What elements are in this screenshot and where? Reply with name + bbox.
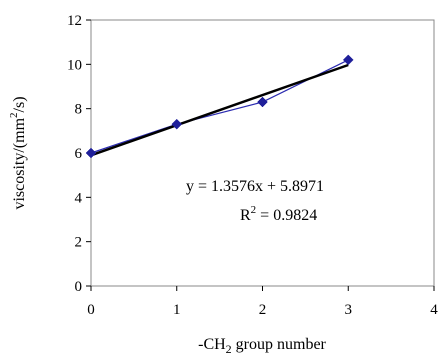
y-axis-title: viscosity/(mm2/s) [8,96,28,209]
x-tick-label: 2 [259,302,267,318]
x-tick-label: 3 [345,302,353,318]
data-point [85,147,97,159]
y-tick-label: 8 [75,102,83,118]
x-axis: 0 1 2 3 4 [87,286,438,318]
trendline-equation: y = 1.3576x + 5.8971 [186,178,324,195]
y-tick-label: 6 [75,146,83,162]
data-point [342,54,354,66]
trendline [90,63,349,157]
plot-area [90,19,435,287]
x-axis-title: -CH2 group number [198,336,326,354]
x-tick-label: 0 [87,302,95,318]
r-squared-label: R2 = 0.9824 [240,204,317,224]
x-tick-label: 4 [430,302,438,318]
data-point [257,96,268,108]
y-tick-label: 10 [67,57,82,73]
y-tick-label: 0 [75,279,83,295]
y-axis: 0 2 4 6 8 10 12 [67,13,91,295]
data-point [171,118,183,130]
series-layer [85,54,354,159]
x-tick-label: 1 [173,302,181,318]
y-tick-label: 4 [75,190,83,206]
y-tick-label: 2 [75,235,83,251]
y-tick-label: 12 [67,13,82,29]
